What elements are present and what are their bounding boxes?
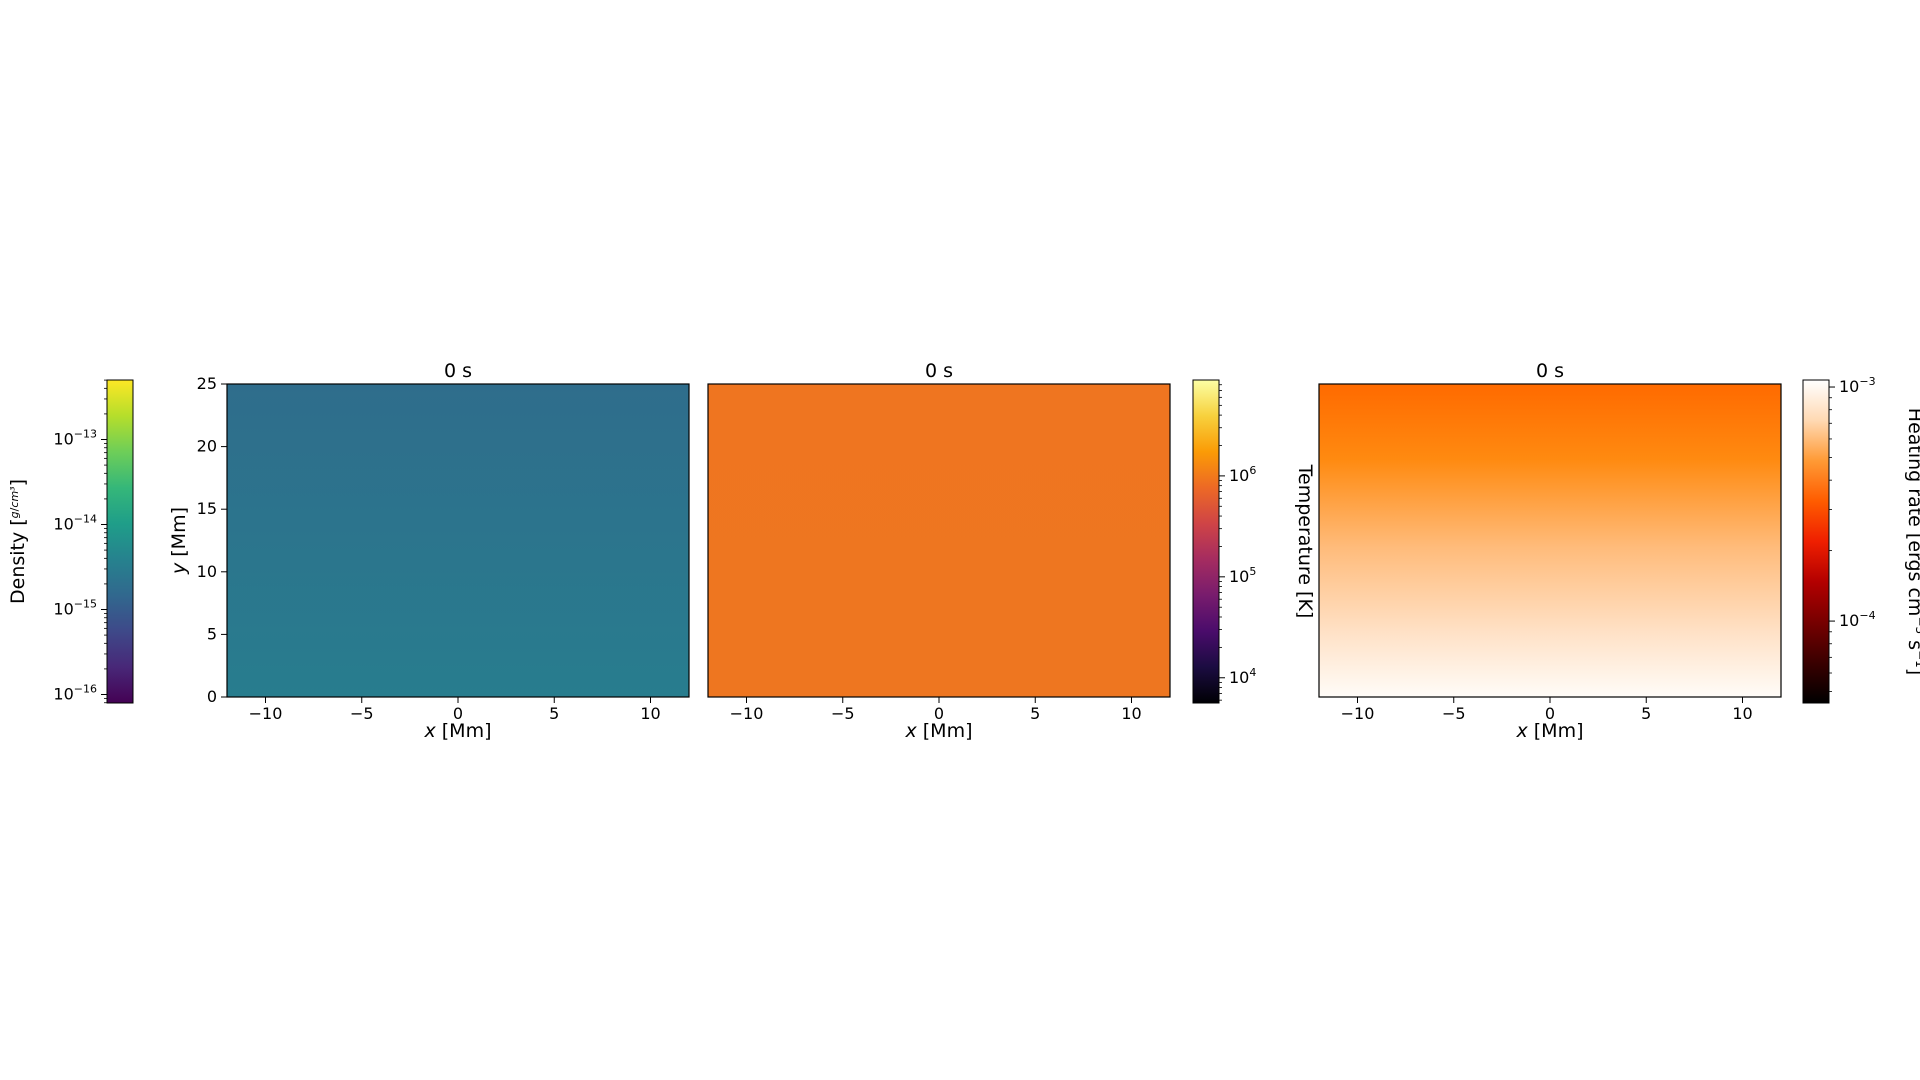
density-colorbar-tick-label: 10−13 (53, 428, 97, 449)
temperature-heatmap-field (708, 384, 1170, 697)
heating-rate-colorbar-label: Heating rate [ergs cm−3 s−1] (1904, 408, 1920, 675)
temperature-xtick-label: 0 (934, 704, 944, 723)
heating-rate-colorbar (1803, 380, 1829, 703)
heating-rate-xtick-label: 0 (1545, 704, 1555, 723)
density-xtick-label: 0 (453, 704, 463, 723)
temperature-xtick-label: −5 (831, 704, 855, 723)
temperature-colorbar-frame (1192, 379, 1220, 704)
density-ytick-label: 15 (197, 499, 217, 518)
heating-rate-xtick-label: 10 (1732, 704, 1752, 723)
heating-rate-xtick-label: 5 (1641, 704, 1651, 723)
density-xtick-label: 5 (549, 704, 559, 723)
density-ytick-label: 25 (197, 374, 217, 393)
temperature-colorbar (1193, 380, 1219, 703)
temperature-xtick-label: 10 (1121, 704, 1141, 723)
heating-rate-colorbar-tick-label: 10−3 (1839, 375, 1876, 396)
temperature-title: 0 s (925, 360, 953, 382)
density-title: 0 s (444, 360, 472, 382)
density-heatmap-field (227, 384, 689, 697)
temperature-x-axis-label: x [Mm] (904, 720, 972, 742)
heating-rate-colorbar-tick-label: 10−4 (1839, 609, 1876, 630)
heating-rate-heatmap-field (1319, 384, 1781, 697)
density-xtick-label: −5 (350, 704, 374, 723)
density-colorbar-tick-label: 10−16 (53, 683, 97, 704)
density-ytick-label: 10 (197, 562, 217, 581)
temperature-xtick-label: 5 (1030, 704, 1040, 723)
density-colorbar-label: Density [g/cm³] (7, 479, 29, 604)
density-ytick-label: 5 (207, 624, 217, 643)
heating-rate-xtick-label: −10 (1341, 704, 1375, 723)
heating-rate-xtick-label: −5 (1442, 704, 1466, 723)
temperature-colorbar-tick-label: 105 (1229, 565, 1256, 586)
temperature-colorbar-label: Temperature [K] (1294, 464, 1316, 619)
heating-rate-title: 0 s (1536, 360, 1564, 382)
density-xtick-label: −10 (249, 704, 283, 723)
density-y-axis-label: y [Mm] (168, 507, 190, 575)
density-xtick-label: 10 (640, 704, 660, 723)
density-colorbar-frame (106, 379, 134, 704)
heating-rate-x-axis-label: x [Mm] (1515, 720, 1583, 742)
temperature-colorbar-tick-label: 106 (1229, 464, 1256, 485)
density-ytick-label: 0 (207, 687, 217, 706)
density-x-axis-label: x [Mm] (423, 720, 491, 742)
density-colorbar (107, 380, 133, 703)
density-colorbar-tick-label: 10−15 (53, 598, 97, 619)
heating-rate-colorbar-frame (1802, 379, 1830, 704)
density-ytick-label: 20 (197, 437, 217, 456)
temperature-xtick-label: −10 (730, 704, 764, 723)
temperature-colorbar-tick-label: 104 (1229, 666, 1256, 687)
density-colorbar-tick-label: 10−14 (53, 513, 97, 534)
